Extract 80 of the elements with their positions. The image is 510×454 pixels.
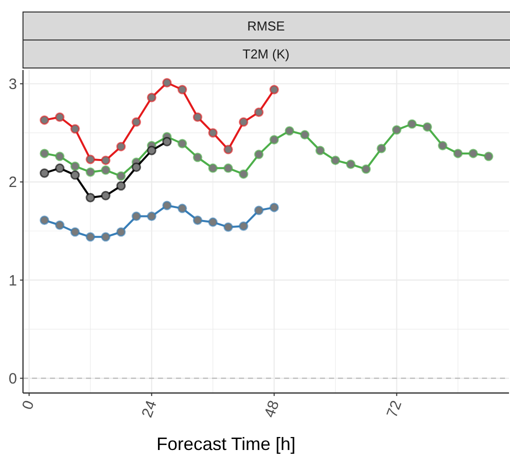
x-tick-label: 24 <box>138 398 160 420</box>
point <box>100 156 110 166</box>
point <box>208 163 218 173</box>
point <box>146 212 156 222</box>
point <box>208 128 218 138</box>
x-tick-label: 72 <box>384 398 406 420</box>
point <box>55 152 65 162</box>
point <box>269 134 279 144</box>
point <box>300 130 310 140</box>
point <box>70 227 80 237</box>
point <box>116 181 126 191</box>
point <box>178 84 188 94</box>
point <box>70 170 80 180</box>
point <box>40 115 50 125</box>
chart-title: RMSE <box>247 18 286 34</box>
point <box>407 119 417 129</box>
point <box>162 200 172 210</box>
point <box>223 163 233 173</box>
y-tick-label: 0 <box>8 370 17 388</box>
point <box>269 84 279 94</box>
point <box>178 204 188 214</box>
point <box>132 117 142 127</box>
x-axis-title: Forecast Time [h] <box>156 434 296 454</box>
point <box>146 146 156 156</box>
point <box>86 232 96 242</box>
panel-strip: RMSE T2M (K) <box>22 12 510 68</box>
point <box>146 92 156 102</box>
point <box>178 138 188 148</box>
point <box>438 140 448 150</box>
y-tick-label: 2 <box>8 174 17 192</box>
point <box>192 215 202 225</box>
point <box>70 124 80 134</box>
point <box>484 152 494 162</box>
point <box>55 112 65 122</box>
point <box>376 144 386 154</box>
point <box>269 202 279 212</box>
point <box>254 107 264 117</box>
point <box>162 136 172 146</box>
point <box>254 150 264 160</box>
point <box>55 163 65 173</box>
x-tick-label: 0 <box>18 398 38 412</box>
point <box>254 206 264 216</box>
point <box>132 162 142 172</box>
point <box>192 152 202 162</box>
point <box>55 220 65 230</box>
point <box>116 227 126 237</box>
point <box>86 154 96 164</box>
point <box>361 164 371 174</box>
y-tick-label: 1 <box>8 272 17 290</box>
point <box>116 142 126 152</box>
point <box>422 122 432 132</box>
point <box>392 125 402 135</box>
point <box>40 168 50 178</box>
point <box>70 161 80 171</box>
chart-subtitle: T2M (K) <box>242 46 290 62</box>
x-tick-label: 48 <box>261 398 283 420</box>
point <box>40 148 50 158</box>
point <box>132 212 142 222</box>
point <box>346 160 356 169</box>
point <box>192 112 202 122</box>
point <box>315 146 325 156</box>
point <box>208 217 218 227</box>
point <box>223 144 233 154</box>
point <box>223 222 233 232</box>
point <box>86 167 96 177</box>
point <box>162 78 172 88</box>
point <box>100 190 110 200</box>
point <box>238 221 248 231</box>
point <box>330 156 340 166</box>
point <box>40 215 50 225</box>
point <box>284 126 294 136</box>
point <box>100 232 110 242</box>
y-tick-label: 3 <box>8 76 17 93</box>
point <box>468 148 478 158</box>
point <box>86 192 96 202</box>
point <box>238 169 248 179</box>
point <box>238 117 248 127</box>
point <box>100 165 110 175</box>
point <box>116 171 126 181</box>
point <box>453 148 463 158</box>
